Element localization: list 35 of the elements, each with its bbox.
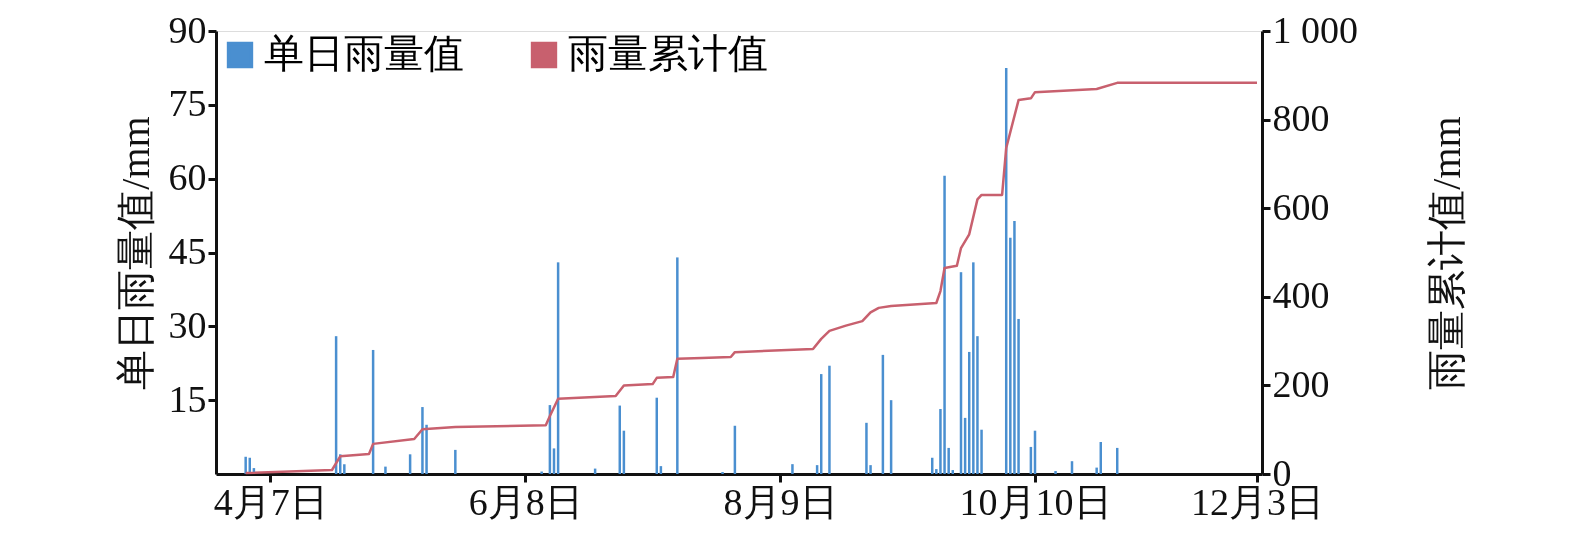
y2-axis-title: 雨量累计值/mm [1424, 116, 1469, 390]
y2-tick-label: 400 [1272, 274, 1330, 317]
x-tick-label: 10月10日 [959, 480, 1112, 523]
bar [454, 449, 457, 474]
bar [791, 464, 794, 474]
bar [865, 422, 868, 474]
y-axis-title: 单日雨量值/mm [112, 116, 158, 390]
bar [972, 262, 975, 474]
bar [384, 466, 387, 474]
bar [421, 407, 424, 474]
y-tick-label: 75 [168, 82, 207, 125]
bar [244, 456, 247, 474]
y2-tick-label: 200 [1272, 362, 1330, 405]
bar [1013, 221, 1016, 474]
x-tick-label: 4月7日 [213, 480, 328, 523]
bar [943, 175, 946, 474]
y2-tick-label: 800 [1272, 97, 1330, 140]
y2-tick-label: 600 [1272, 185, 1330, 228]
bar [343, 464, 346, 474]
x-tick-label: 6月8日 [468, 480, 583, 523]
y-tick-label: 60 [168, 156, 207, 199]
line-series [244, 81, 1259, 475]
bar [1054, 471, 1057, 474]
y2-tick-label: 1 000 [1272, 8, 1358, 51]
legend-label: 单日雨量值 [264, 31, 464, 76]
y-tick-label: 90 [168, 8, 207, 51]
bar [828, 365, 831, 474]
y-tick-label: 30 [168, 303, 207, 346]
y-tick-label: 15 [168, 377, 207, 420]
x-tick-label: 8月9日 [723, 480, 838, 523]
bar [540, 471, 543, 474]
y-tick-label: 45 [168, 230, 207, 272]
bar [676, 257, 679, 474]
bar [1095, 467, 1098, 474]
legend-label: 雨量累计值 [568, 31, 768, 76]
